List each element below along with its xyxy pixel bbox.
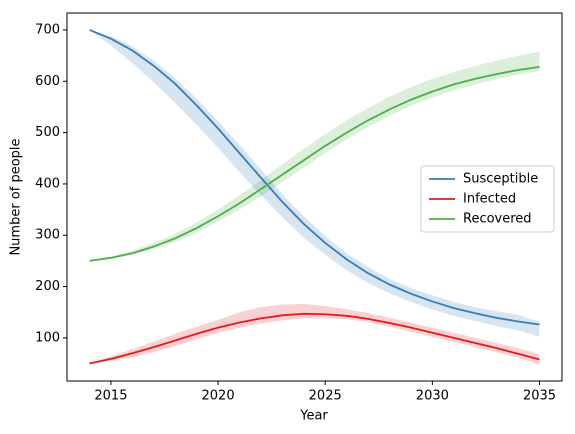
line xyxy=(89,66,540,262)
y-tick-label: 200 xyxy=(35,279,60,294)
y-axis-label: Number of people xyxy=(9,138,24,255)
x-tick-label: 2015 xyxy=(94,389,127,404)
y-tick-label: 500 xyxy=(35,125,60,140)
legend-box xyxy=(420,165,555,233)
y-tick-label: 300 xyxy=(35,228,60,243)
x-tick-label: 2025 xyxy=(309,389,342,404)
plot-frame xyxy=(66,12,563,382)
confidence-band xyxy=(89,29,540,337)
legend-label: Recovered xyxy=(463,212,532,227)
x-tick-label: 2030 xyxy=(416,389,449,404)
line xyxy=(89,29,540,326)
confidence-band xyxy=(89,51,540,261)
x-tick-label: 2020 xyxy=(202,389,235,404)
y-tick-label: 400 xyxy=(35,176,60,191)
confidence-band xyxy=(89,304,540,365)
y-tick-label: 600 xyxy=(35,74,60,89)
x-tick-label: 2035 xyxy=(523,389,556,404)
y-tick-label: 100 xyxy=(35,330,60,345)
line xyxy=(89,312,540,365)
legend-label: Susceptible xyxy=(463,172,538,187)
legend-label: Infected xyxy=(463,192,516,207)
x-axis-label: Year xyxy=(299,409,328,424)
y-tick-label: 700 xyxy=(35,22,60,37)
